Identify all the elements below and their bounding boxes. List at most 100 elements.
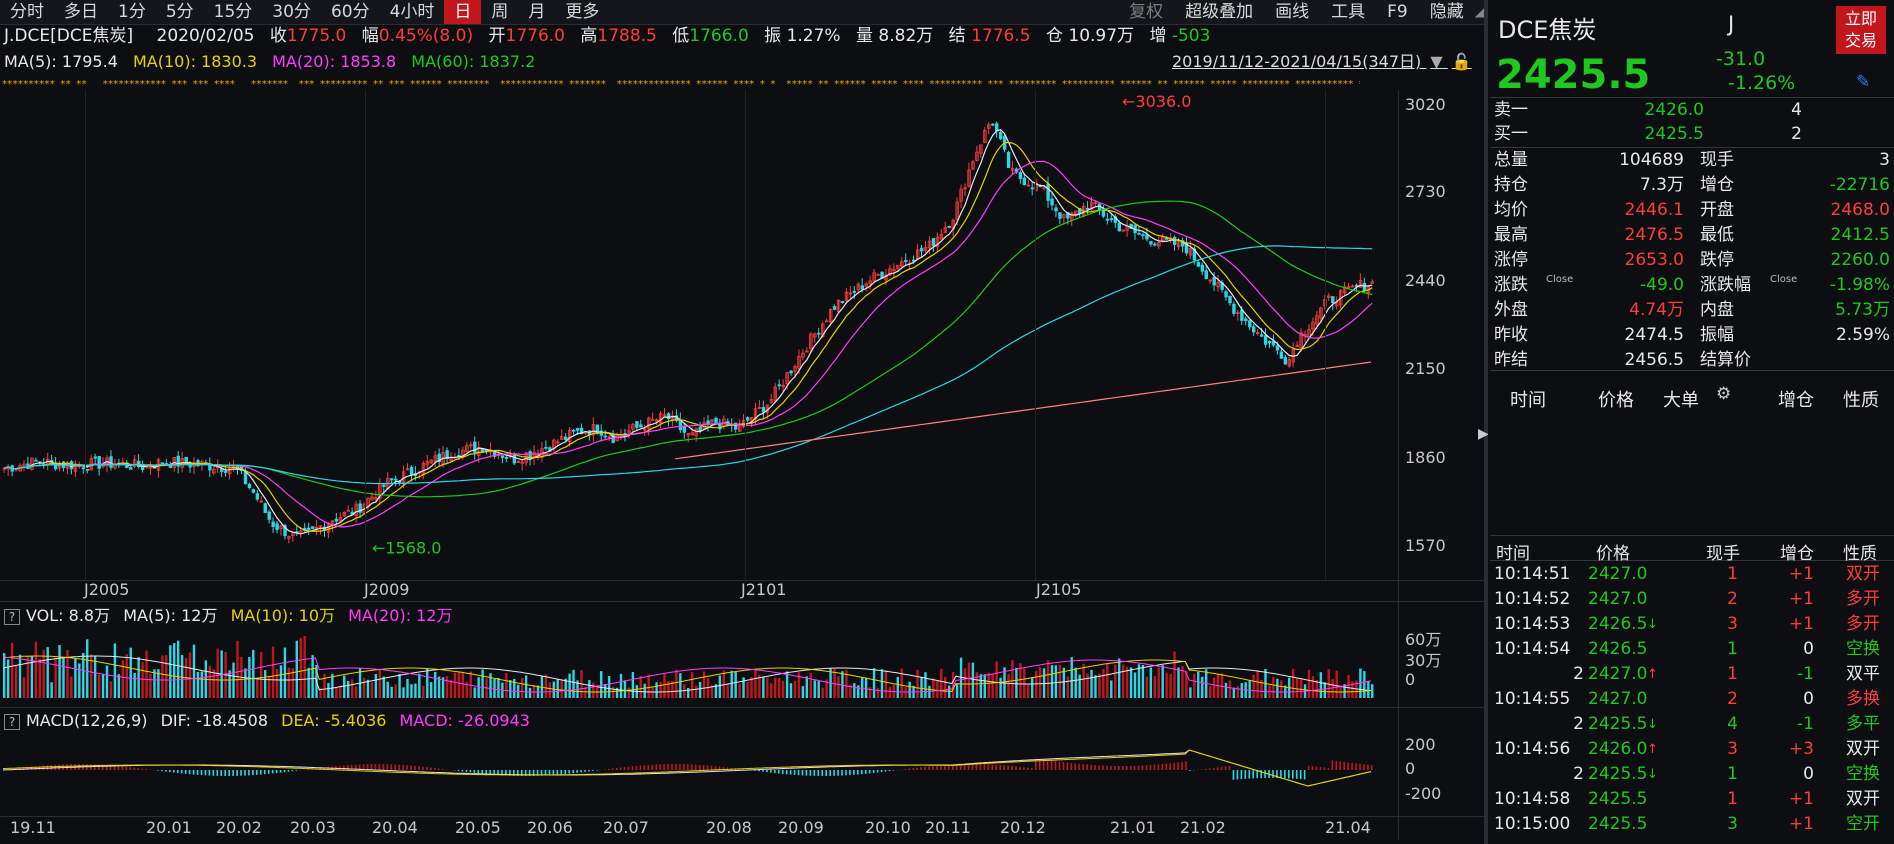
macd-bar [560, 770, 562, 774]
tool-button-0[interactable]: 复权 [1118, 0, 1174, 24]
macd-bar [711, 766, 713, 770]
macd-bar [1316, 767, 1318, 770]
period-tab-4[interactable]: 15分 [204, 0, 263, 24]
period-tab-5[interactable]: 30分 [262, 0, 321, 24]
volume-bar [505, 673, 507, 698]
tool-button-2[interactable]: 画线 [1264, 0, 1320, 24]
macd-bar [189, 770, 191, 774]
tool-button-3[interactable]: 工具 [1320, 0, 1376, 24]
settings-gear-icon[interactable]: ⚙ [1716, 384, 1731, 404]
volume-bar [193, 645, 195, 698]
volume-bar [624, 680, 626, 698]
candle-body [1150, 242, 1153, 244]
candle-body [841, 301, 844, 302]
macd-bar [640, 765, 642, 770]
period-tab-10[interactable]: 月 [518, 0, 555, 24]
period-tab-2[interactable]: 1分 [108, 0, 156, 24]
candle-body [272, 522, 275, 527]
candle-body [604, 436, 607, 437]
tool-button-4[interactable]: F9 [1376, 0, 1419, 24]
candle-body [932, 239, 935, 246]
period-tab-8[interactable]: 日 [444, 0, 481, 24]
volume-bar [786, 671, 788, 698]
macd-bar [220, 770, 222, 776]
event-star: * [1216, 79, 1221, 90]
volume-bar [1098, 674, 1100, 698]
macd-bar [557, 770, 559, 775]
help-icon[interactable]: ? [4, 609, 20, 625]
macd-bar [54, 765, 56, 770]
settle-value: 1776.5 [971, 26, 1030, 46]
tool-button-5[interactable]: 隐藏 [1419, 0, 1475, 24]
macd-bar [1102, 766, 1104, 770]
candle-body [276, 524, 279, 530]
macd-bar [995, 765, 997, 770]
event-star: * [1343, 79, 1348, 90]
arrow-down-icon: ↓ [1647, 712, 1658, 737]
period-tab-6[interactable]: 60分 [321, 0, 380, 24]
macd-bar [798, 770, 800, 775]
period-tab-1[interactable]: 多日 [54, 0, 108, 24]
stat-value: 104689 [1584, 148, 1684, 173]
volume-bar [746, 682, 748, 698]
trade-price: 2425.5 [1588, 762, 1647, 787]
volume-bar [568, 674, 570, 698]
event-star: * [1131, 79, 1136, 90]
candle-body [667, 414, 670, 419]
trade-volume: 1 [1710, 762, 1738, 787]
edit-icon[interactable]: ✎ [1856, 72, 1870, 92]
date-tick: 20.11 [925, 818, 971, 837]
event-star: * [283, 79, 288, 90]
dropdown-icon[interactable]: ▼ [1430, 52, 1442, 71]
event-star: * [262, 79, 267, 90]
candle-body [833, 307, 836, 310]
stat-label: 结算价 [1700, 348, 1751, 373]
volume-bar [284, 648, 286, 698]
macd-bar [632, 766, 634, 770]
period-tab-0[interactable]: 分时 [0, 0, 54, 24]
candle-body [1138, 233, 1141, 234]
oi-label: 仓 [1046, 26, 1063, 46]
volume-chart[interactable] [0, 628, 1398, 704]
period-tab-11[interactable]: 更多 [555, 0, 609, 24]
volume-bar [754, 668, 756, 698]
period-tab-3[interactable]: 5分 [156, 0, 204, 24]
trade-now-button[interactable]: 立即 交易 [1836, 6, 1886, 54]
volume-bar [327, 683, 329, 698]
help-icon[interactable]: ? [4, 714, 20, 730]
volume-bar [604, 684, 606, 698]
macd-bar [849, 770, 851, 775]
level-price: 2425.5 [1604, 122, 1704, 147]
tool-button-1[interactable]: 超级叠加 [1174, 0, 1264, 24]
macd-chart[interactable] [0, 734, 1398, 814]
oi-value: 10.97万 [1068, 26, 1134, 46]
bigorder-header-2[interactable]: 大单 [1663, 386, 1699, 412]
event-star: * [596, 79, 601, 90]
period-tab-9[interactable]: 周 [481, 0, 518, 24]
trade-time: 10:15:00 [1494, 812, 1584, 837]
lock-icon[interactable]: 🔓 [1452, 52, 1472, 71]
date-range-selector[interactable]: 2019/11/12-2021/04/15(347日) ▼ 🔓 [1172, 51, 1472, 73]
macd-bar [1075, 763, 1077, 770]
macd-bar [1355, 763, 1357, 770]
macd-bar [213, 770, 215, 776]
event-star: * [373, 79, 378, 90]
event-star: * [161, 79, 166, 90]
candle-body [920, 248, 923, 251]
event-star: * [468, 79, 473, 90]
volume-bar [1272, 677, 1274, 698]
volume-bar [782, 681, 784, 698]
candle-body [505, 457, 508, 458]
macd-bar [1082, 764, 1084, 770]
candle-body [1055, 208, 1058, 211]
trade-price: 2426.5 [1588, 637, 1647, 662]
period-tab-7[interactable]: 4小时 [380, 0, 445, 24]
volume-bar [189, 652, 191, 698]
stat-label: 涨跌幅 [1700, 273, 1751, 298]
stat-label: 涨跌 [1494, 273, 1528, 298]
candle-body [1154, 244, 1157, 245]
toolbar-right: 复权 超级叠加 画线 工具 F9 隐藏 ◢ [1118, 0, 1484, 24]
kline-chart[interactable]: ←3036.0 ←1568.0 [0, 90, 1484, 600]
volume-bar [857, 685, 859, 698]
stat-row: 总量 104689 现手 3 [1494, 148, 1892, 173]
